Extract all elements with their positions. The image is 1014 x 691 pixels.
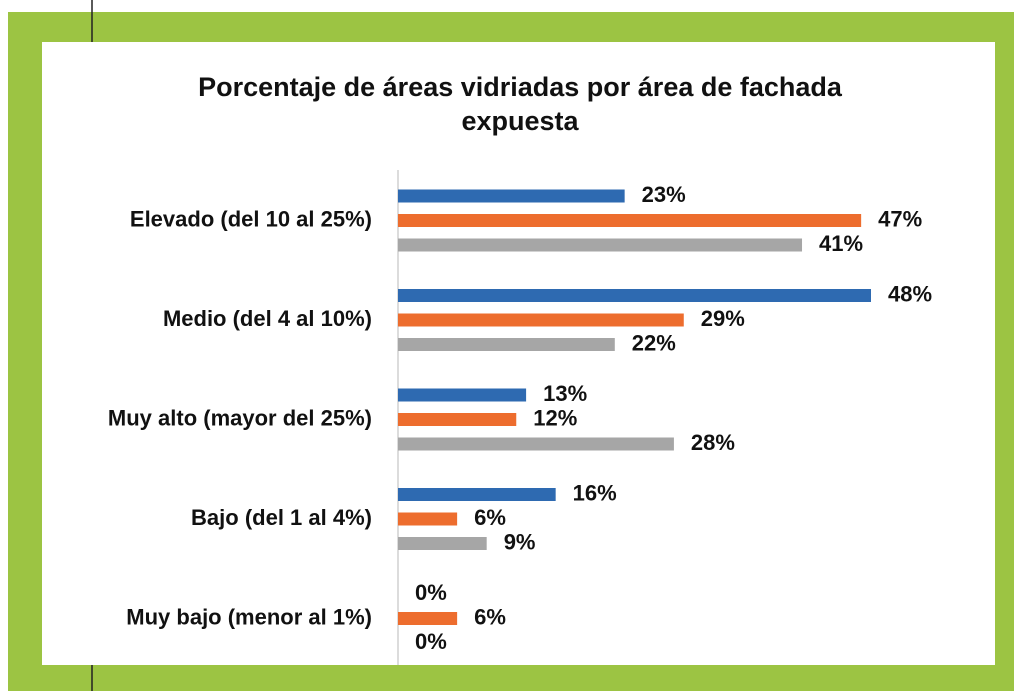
value-label: 29% — [701, 306, 745, 331]
bar — [398, 512, 458, 526]
value-label: 0% — [415, 629, 447, 654]
bar — [398, 338, 615, 351]
bar — [398, 612, 458, 625]
bar — [398, 413, 517, 426]
bar — [398, 313, 684, 327]
bar — [398, 238, 803, 252]
bar — [398, 437, 674, 451]
value-label: 6% — [474, 604, 506, 629]
bar — [398, 488, 556, 501]
value-label: 47% — [878, 206, 922, 231]
value-label: 0% — [415, 580, 447, 605]
bar — [398, 214, 862, 227]
category-label: Muy bajo (menor al 1%) — [126, 604, 372, 629]
value-label: 12% — [533, 405, 577, 430]
value-label: 48% — [888, 281, 932, 306]
category-label: Bajo (del 1 al 4%) — [191, 505, 372, 530]
value-label: 22% — [632, 330, 676, 355]
category-label: Muy alto (mayor del 25%) — [108, 405, 372, 430]
bar — [398, 189, 625, 203]
bar — [398, 388, 527, 402]
value-label: 9% — [504, 529, 536, 554]
value-label: 6% — [474, 505, 506, 530]
bar — [398, 537, 487, 550]
value-label: 23% — [642, 182, 686, 207]
category-label: Elevado (del 10 al 25%) — [130, 206, 372, 231]
value-label: 16% — [573, 480, 617, 505]
bar — [398, 289, 871, 302]
value-label: 13% — [543, 381, 587, 406]
value-label: 41% — [819, 231, 863, 256]
category-label: Medio (del 4 al 10%) — [163, 306, 372, 331]
value-label: 28% — [691, 430, 735, 455]
chart-panel — [42, 42, 995, 665]
chart-title: Porcentaje de áreas vidriadas por área d… — [198, 72, 842, 136]
